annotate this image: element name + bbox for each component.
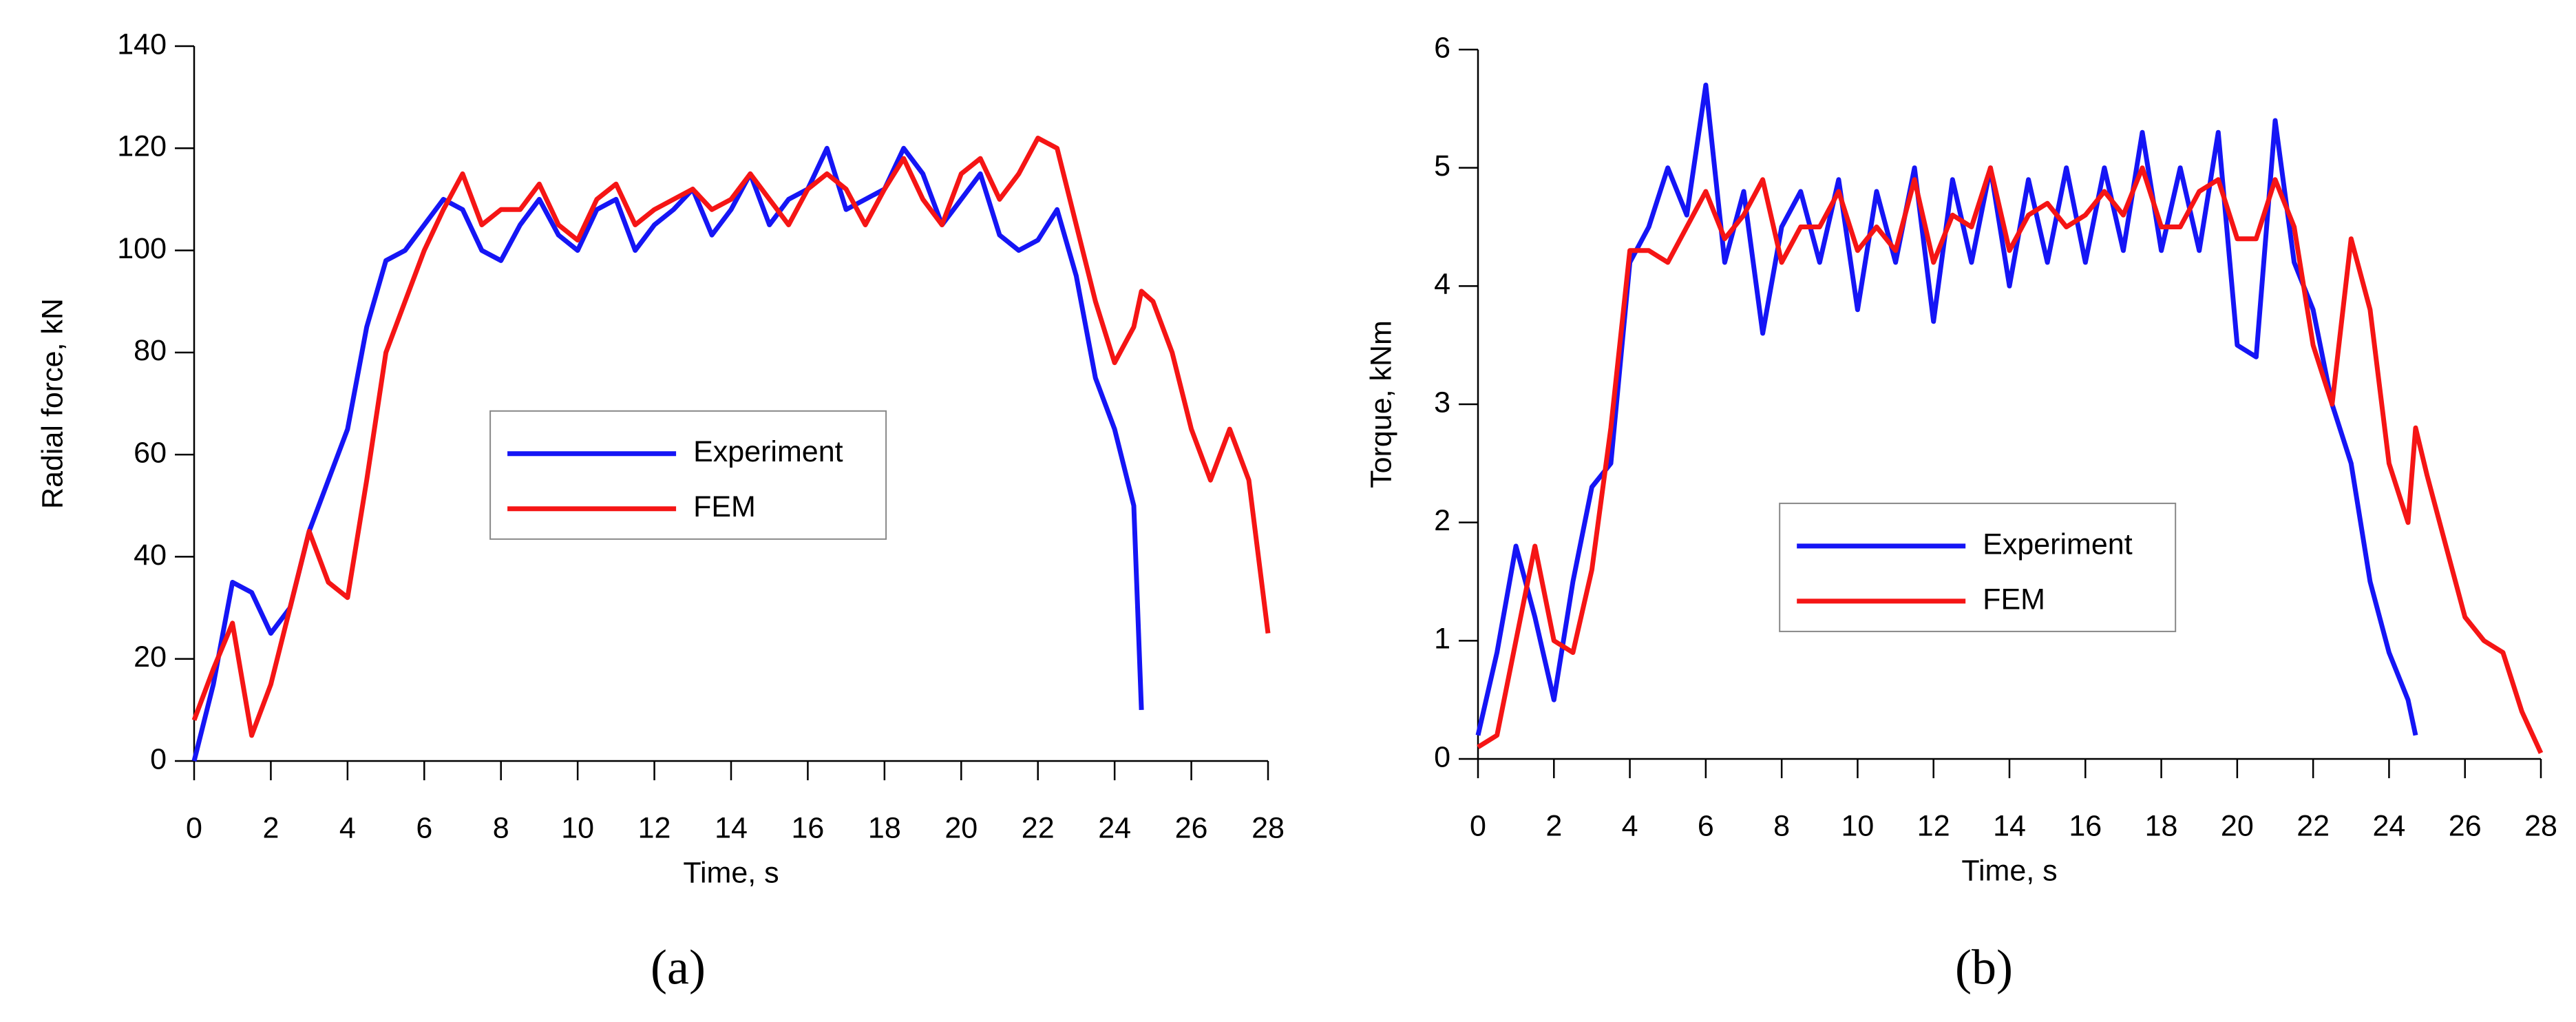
y-tick-label: 60 (134, 437, 167, 470)
x-tick-label: 14 (715, 811, 748, 844)
x-tick-label: 6 (416, 811, 432, 844)
x-tick-label: 22 (2297, 809, 2330, 842)
x-tick-label: 4 (339, 811, 356, 844)
legend: Experiment FEM (489, 410, 887, 540)
y-tick-label: 3 (1434, 386, 1450, 419)
y-tick-label: 5 (1434, 149, 1450, 182)
series-line (191, 145, 1144, 762)
y-tick-label: 2 (1434, 504, 1450, 537)
x-tick-label: 20 (944, 811, 978, 844)
x-axis-label: Time, s (1961, 854, 2057, 887)
x-tick-label: 24 (1098, 811, 1131, 844)
x-tick-label: 0 (1470, 809, 1486, 842)
x-tick-label: 22 (1022, 811, 1055, 844)
x-tick-label: 10 (1841, 809, 1875, 842)
legend-label: Experiment (693, 435, 843, 468)
x-tick-label: 20 (2221, 809, 2254, 842)
y-tick-label: 4 (1434, 268, 1450, 301)
legend-box (489, 410, 887, 540)
y-tick-label: 20 (134, 640, 167, 674)
y-tick-label: 6 (1434, 31, 1450, 64)
x-tick-label: 12 (1917, 809, 1950, 842)
y-tick-label: 120 (117, 130, 167, 163)
y-tick-label: 1 (1434, 623, 1450, 656)
plot: 0 2 4 6 8 10 12 14 16 18 20 22 24 26 28020406080100120… (36, 28, 1285, 994)
x-tick-label: 18 (2145, 809, 2178, 842)
y-tick-label: 80 (134, 334, 167, 367)
panel-label: (b) (1955, 940, 2013, 995)
panel-label: (a) (651, 940, 706, 995)
x-tick-label: 16 (2069, 809, 2102, 842)
x-tick-label: 0 (186, 811, 202, 844)
legend-box (1779, 502, 2177, 632)
y-tick-label: 100 (117, 232, 167, 265)
x-tick-label: 8 (493, 811, 509, 844)
x-tick-label: 18 (868, 811, 901, 844)
x-tick-label: 28 (1252, 811, 1285, 844)
x-tick-label: 4 (1622, 809, 1638, 842)
x-tick-label: 16 (792, 811, 825, 844)
x-tick-label: 12 (638, 811, 671, 844)
x-tick-label: 14 (1993, 809, 2026, 842)
legend-label: FEM (1983, 583, 2045, 616)
legend-label: FEM (693, 490, 756, 523)
legend: Experiment FEM (1779, 502, 2177, 632)
y-tick-label: 0 (1434, 740, 1450, 773)
x-tick-label: 2 (1545, 809, 1562, 842)
x-tick-label: 6 (1698, 809, 1714, 842)
x-tick-label: 24 (2373, 809, 2406, 842)
y-axis-label: Torque, kNm (1364, 320, 1397, 488)
y-tick-label: 40 (134, 539, 167, 572)
x-tick-label: 26 (1175, 811, 1208, 844)
y-axis-label: Radial force, kN (36, 298, 69, 509)
x-tick-label: 8 (1773, 809, 1790, 842)
y-tick-label: 140 (117, 28, 167, 61)
x-tick-label: 10 (561, 811, 594, 844)
y-tick-label: 0 (150, 742, 167, 775)
x-tick-label: 28 (2524, 809, 2557, 842)
x-tick-label: 26 (2449, 809, 2482, 842)
x-tick-label: 2 (262, 811, 279, 844)
x-axis-label: Time, s (683, 856, 779, 889)
legend-label: Experiment (1983, 528, 2133, 561)
series-line (191, 136, 1271, 738)
series-line (1477, 165, 2544, 754)
